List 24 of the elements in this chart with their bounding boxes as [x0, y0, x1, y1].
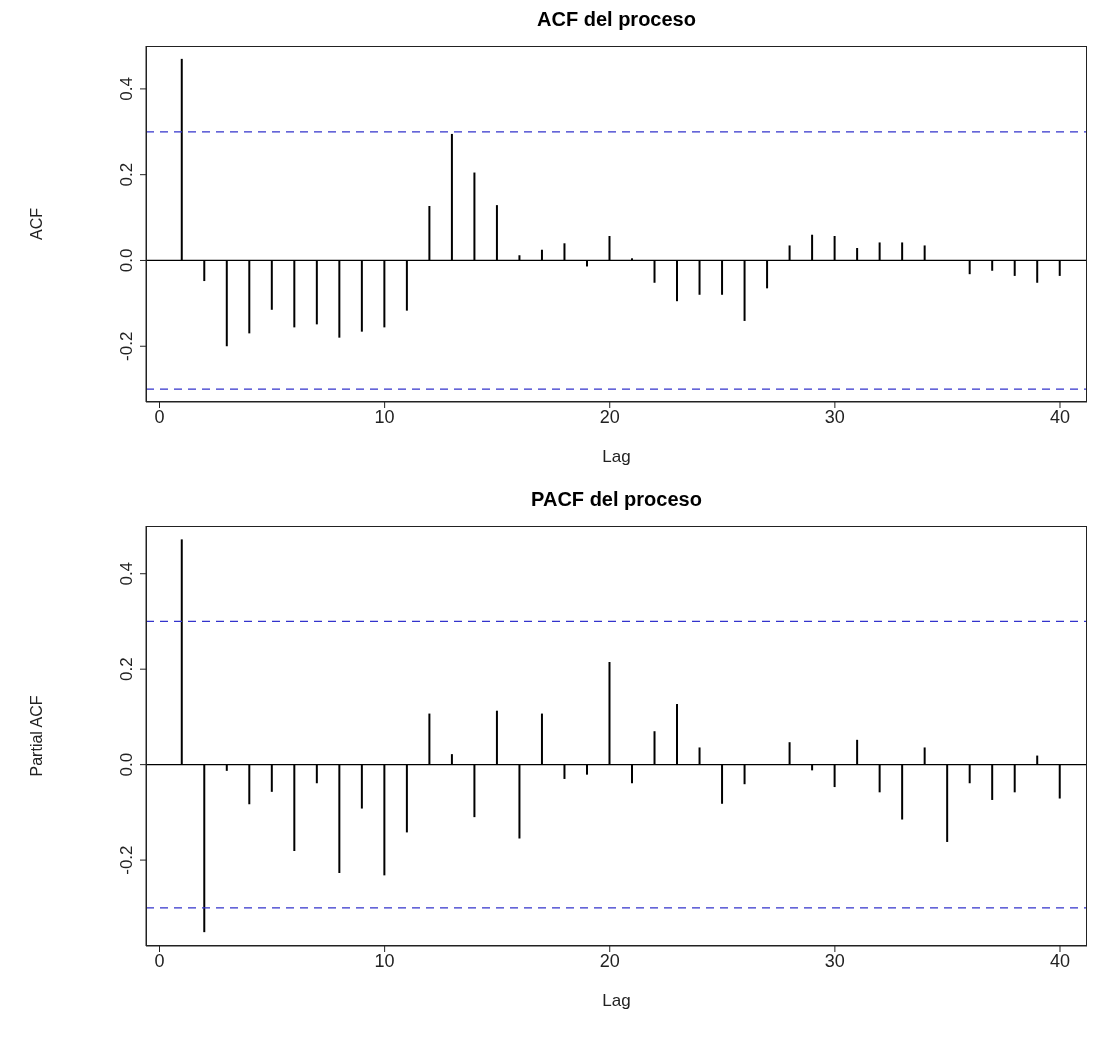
x-tick-label: 40	[1049, 406, 1070, 427]
x-tick-label: 10	[374, 406, 395, 427]
x-tick-label: 0	[154, 406, 165, 427]
chart-title: PACF del proceso	[530, 488, 703, 512]
x-tick-label: 20	[599, 406, 620, 427]
x-tick-label: 0	[154, 950, 165, 971]
x-tick-label: 30	[824, 406, 845, 427]
y-tick-label: 0.0	[117, 752, 136, 777]
x-tick-label: 30	[824, 950, 845, 971]
x-axis-title: Lag	[602, 447, 631, 466]
y-tick-label: 0.0	[117, 248, 136, 273]
chart-title: ACF del proceso	[536, 8, 697, 32]
y-tick-label: 0.4	[117, 561, 136, 586]
x-axis-title: Lag	[602, 991, 631, 1010]
y-axis-title: ACF	[27, 207, 45, 240]
y-tick-label: -0.2	[117, 845, 136, 875]
y-tick-label: 0.4	[117, 77, 136, 101]
x-tick-label: 10	[374, 950, 395, 971]
x-tick-label: 40	[1049, 950, 1070, 971]
y-tick-label: 0.2	[117, 657, 136, 681]
y-tick-label: 0.2	[117, 162, 136, 187]
x-tick-label: 20	[599, 950, 620, 971]
y-tick-label: -0.2	[117, 331, 136, 361]
y-axis-title: Partial ACF	[27, 695, 45, 777]
